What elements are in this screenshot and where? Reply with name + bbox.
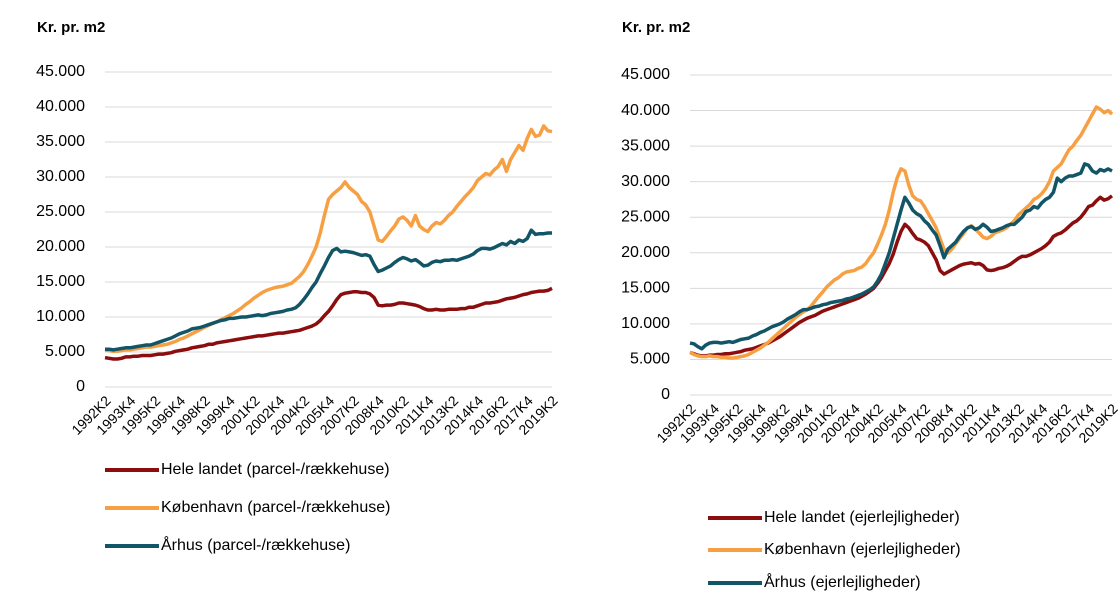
- y-tick-label: 25.000: [621, 208, 670, 225]
- chart-title: Kr. pr. m2: [622, 19, 690, 36]
- y-tick-label: 5.000: [45, 343, 85, 360]
- y-tick-label: 0: [76, 378, 85, 395]
- y-tick-label: 10.000: [621, 315, 670, 332]
- chart-title: Kr. pr. m2: [37, 19, 105, 36]
- series-line: [104, 124, 553, 354]
- series-line: [104, 286, 553, 361]
- y-tick-label: 35.000: [621, 137, 670, 154]
- y-tick-label: 45.000: [621, 66, 670, 83]
- y-tick-label: 40.000: [36, 98, 85, 115]
- y-tick-label: 30.000: [36, 168, 85, 185]
- y-tick-label: 5.000: [630, 351, 670, 368]
- series-line: [689, 162, 1113, 351]
- y-tick-label: 25.000: [36, 203, 85, 220]
- y-tick-label: 20.000: [621, 244, 670, 261]
- y-tick-label: 10.000: [36, 308, 85, 325]
- y-tick-label: 15.000: [621, 280, 670, 297]
- y-tick-label: 40.000: [621, 102, 670, 119]
- legend-label: Hele landet (ejerlejligheder): [764, 509, 960, 526]
- y-tick-label: 0: [661, 386, 670, 403]
- series-line: [105, 228, 552, 352]
- legend-label: Hele landet (parcel-/rækkehuse): [161, 461, 390, 478]
- legend-label: Århus (ejerlejligheder): [764, 572, 921, 591]
- y-tick-label: 30.000: [621, 173, 670, 190]
- series-line: [689, 105, 1114, 360]
- y-tick-label: 15.000: [36, 273, 85, 290]
- y-tick-label: 20.000: [36, 238, 85, 255]
- y-tick-label: 45.000: [36, 63, 85, 80]
- legend-label: København (parcel-/rækkehuse): [161, 499, 390, 516]
- legend-label: København (ejerlejligheder): [764, 541, 961, 558]
- legend-label: Århus (parcel-/rækkehuse): [161, 535, 350, 554]
- series-line: [689, 194, 1114, 358]
- y-tick-label: 35.000: [36, 133, 85, 150]
